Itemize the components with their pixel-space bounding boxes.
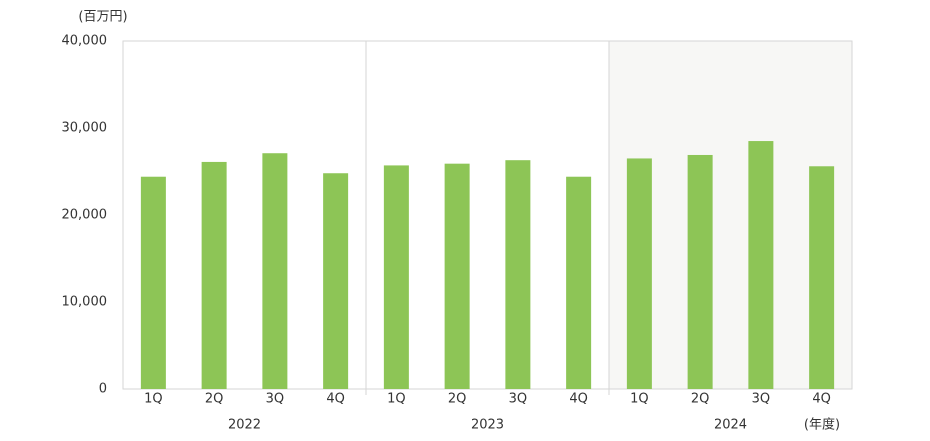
bar — [140, 176, 166, 389]
bar — [748, 141, 774, 389]
x-tick-label: 3Q — [509, 392, 528, 407]
y-tick-label: 0 — [99, 382, 107, 397]
x-tick-label: 1Q — [387, 392, 406, 407]
x-unit: (年度) — [804, 417, 840, 433]
group-label: 2024 — [714, 418, 747, 433]
bar — [809, 166, 835, 389]
x-tick-label: 3Q — [266, 392, 285, 407]
y-tick-label: 10,000 — [62, 295, 108, 310]
y-unit: (百万円) — [78, 10, 127, 25]
x-tick-label: 2Q — [691, 392, 710, 407]
y-tick-label: 20,000 — [62, 208, 108, 223]
x-tick-label: 4Q — [326, 392, 345, 407]
bar — [262, 153, 288, 389]
bar — [505, 160, 531, 389]
x-tick-label: 3Q — [752, 392, 771, 407]
x-tick-label: 4Q — [812, 392, 831, 407]
x-tick-label: 2Q — [205, 392, 224, 407]
x-tick-label: 4Q — [569, 392, 588, 407]
bar — [323, 173, 349, 389]
y-tick-label: 40,000 — [62, 34, 108, 49]
x-tick-label: 1Q — [144, 392, 163, 407]
group-label: 2023 — [471, 418, 504, 433]
bar — [687, 154, 713, 389]
x-tick-label: 1Q — [630, 392, 649, 407]
bar — [383, 165, 409, 389]
y-tick-label: 30,000 — [62, 121, 108, 136]
bar — [626, 158, 652, 389]
group-label: 2022 — [228, 418, 261, 433]
bar — [444, 163, 470, 389]
plot-frame — [122, 40, 853, 390]
x-tick-label: 2Q — [448, 392, 467, 407]
bar — [201, 161, 227, 389]
bar — [566, 176, 592, 389]
